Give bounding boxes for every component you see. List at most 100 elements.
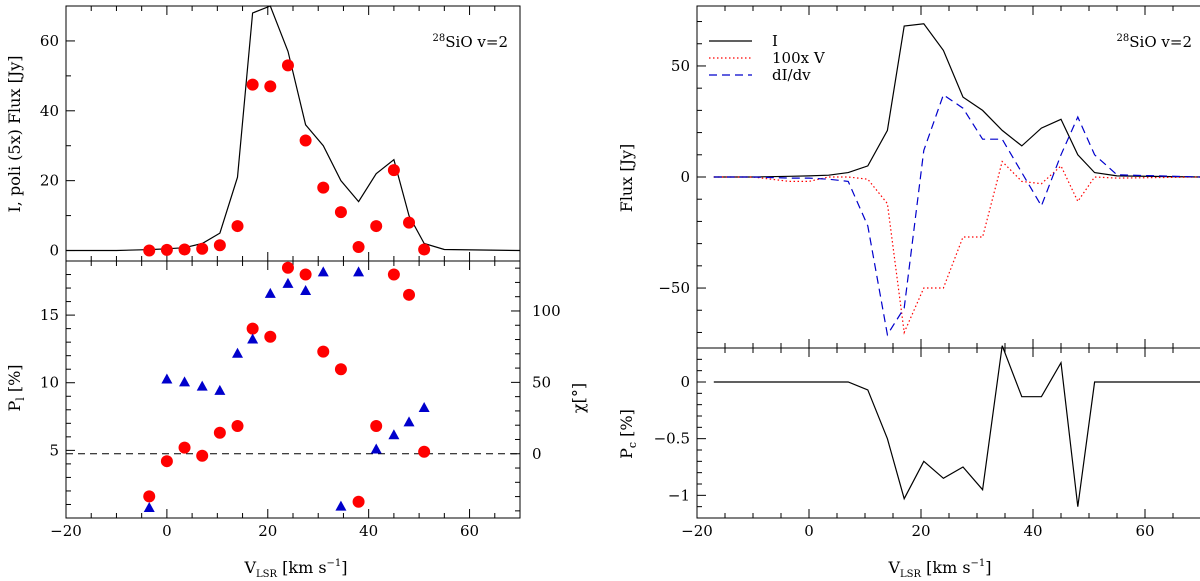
left-bottom-panel: −20 0 20 40 60 5 10 15 0 50 100 Pl [%] χ[°] VLSR [… xyxy=(5,260,588,580)
lb-y2tick-label: 0 xyxy=(532,445,542,463)
lt-ytick-label: 40 xyxy=(40,102,59,120)
rb-ytick-label: 0 xyxy=(680,373,690,391)
rb-ytick-label: −0.5 xyxy=(654,430,690,448)
rt-series-line-2 xyxy=(713,160,1200,335)
lb-xtick-label: 20 xyxy=(258,522,277,540)
lt-ytick-label: 60 xyxy=(40,32,59,50)
lb-pol-fraction-point xyxy=(281,261,294,274)
left-bottom-ylabel: Pl [%] xyxy=(5,364,27,411)
lb-pol-angle-triangle xyxy=(143,502,155,513)
left-top-panel: 0 20 40 60 28SiO v=2 I, poli (5x) Flux [Jy] xyxy=(5,5,521,262)
left-bottom-axes: −20 0 20 40 60 5 10 15 0 50 100 xyxy=(40,260,561,540)
lb-pol-angle-triangle xyxy=(179,376,191,387)
lb-y2tick-label: 50 xyxy=(532,373,551,391)
lt-pol-flux-point xyxy=(317,181,330,194)
right-top-annotation: 28SiO v=2 xyxy=(1117,33,1192,51)
left-top-ylabel: I, poli (5x) Flux [Jy] xyxy=(5,55,24,212)
rb-xtick-label: 60 xyxy=(1135,522,1154,540)
rt-ytick-label: 0 xyxy=(680,168,690,186)
lb-ytick-label: 15 xyxy=(40,306,59,324)
lb-pol-angle-triangle xyxy=(282,277,294,288)
lb-y2tick-label: 100 xyxy=(532,302,561,320)
lt-pol-flux-point xyxy=(213,239,226,252)
lt-ytick-label: 0 xyxy=(49,242,59,260)
rb-ytick-label: −1 xyxy=(668,486,690,504)
legend-label: I xyxy=(772,32,778,50)
lt-pol-flux-point xyxy=(231,220,244,233)
lb-pol-fraction-point xyxy=(264,330,277,343)
right-top-ylabel: Flux [Jy] xyxy=(617,144,636,213)
right-top-axes: −50 0 50 xyxy=(658,6,1174,348)
lb-pol-angle-triangle xyxy=(264,287,276,298)
rb-xtick-label: 0 xyxy=(804,522,814,540)
lb-pol-angle-triangle xyxy=(161,373,173,384)
left-top-annotation: 28SiO v=2 xyxy=(433,33,508,51)
lt-pol-flux-point xyxy=(387,164,400,177)
left-top-data xyxy=(66,5,521,257)
lb-pol-fraction-point xyxy=(387,268,400,281)
lb-pol-fraction-point xyxy=(178,441,191,454)
lb-pol-angle-triangle xyxy=(317,266,329,277)
lt-pol-flux-point xyxy=(403,216,416,229)
rt-ytick-label: 50 xyxy=(671,57,690,75)
lt-pol-flux-point xyxy=(334,206,347,219)
lb-ytick-label: 10 xyxy=(40,374,59,392)
rb-xtick-label: 40 xyxy=(1023,522,1042,540)
lb-pol-fraction-point xyxy=(334,363,347,376)
rb-xtick-label: 20 xyxy=(911,522,930,540)
lb-pol-fraction-point xyxy=(143,490,156,503)
right-bottom-panel: −20 0 20 40 60 0 −0.5 −1 Pc [%] VLSR [km s−1] xyxy=(617,345,1200,580)
right-bottom-ylabel: Pc [%] xyxy=(617,409,639,459)
lt-ytick-label: 20 xyxy=(40,172,59,190)
right-top-data xyxy=(713,23,1200,337)
lb-pol-fraction-point xyxy=(231,420,244,433)
lb-pol-angle-triangle xyxy=(335,500,347,511)
right-bottom-data xyxy=(713,345,1200,507)
lt-pol-flux-point xyxy=(178,243,191,256)
lt-pol-flux-point xyxy=(246,78,259,91)
rt-series-line-1 xyxy=(713,23,1200,178)
lt-pol-flux-point xyxy=(418,243,431,256)
lb-pol-angle-triangle xyxy=(418,402,430,413)
lb-pol-fraction-point xyxy=(160,455,173,468)
legend-label: dI/dv xyxy=(772,66,811,84)
lt-pol-flux-point xyxy=(160,243,173,256)
lb-pol-fraction-point xyxy=(213,426,226,439)
legend-label: 100x V xyxy=(772,49,826,67)
lb-pol-angle-triangle xyxy=(403,416,415,427)
lb-pol-angle-triangle xyxy=(353,266,365,277)
lt-pol-flux-point xyxy=(352,241,365,254)
lb-pol-fraction-point xyxy=(418,445,431,458)
rt-series-line-3 xyxy=(713,93,1200,337)
lb-ytick-label: 5 xyxy=(49,441,59,459)
lt-pol-flux-point xyxy=(370,220,383,233)
left-bottom-frame xyxy=(65,260,521,519)
lb-xtick-label: 0 xyxy=(162,522,172,540)
rt-ytick-label: −50 xyxy=(658,279,690,297)
lt-pol-flux-point xyxy=(281,59,294,72)
lb-pol-fraction-point xyxy=(352,495,365,508)
lb-pol-angle-triangle xyxy=(247,333,259,344)
lt-intensity-line xyxy=(66,5,521,252)
lb-pol-angle-triangle xyxy=(196,380,208,391)
lb-pol-fraction-point xyxy=(299,268,312,281)
lb-pol-fraction-point xyxy=(403,288,416,301)
rb-circular-pol-line xyxy=(713,345,1200,507)
left-top-axes: 0 20 40 60 xyxy=(40,5,521,261)
lb-pol-fraction-point xyxy=(196,449,209,462)
lb-pol-fraction-point xyxy=(246,322,259,335)
rb-xtick-label: −20 xyxy=(681,522,713,540)
left-bottom-xlabel: VLSR [km s−1] xyxy=(243,558,347,580)
right-bottom-axes: −20 0 20 40 60 0 −0.5 −1 xyxy=(654,347,1174,540)
lb-pol-fraction-point xyxy=(370,420,383,433)
lb-xtick-label: 40 xyxy=(359,522,378,540)
lb-pol-angle-triangle xyxy=(214,384,226,395)
lb-xtick-label: −20 xyxy=(50,522,82,540)
right-bottom-frame xyxy=(696,347,1200,519)
lb-pol-angle-triangle xyxy=(232,347,244,358)
lt-pol-flux-point xyxy=(264,80,277,93)
left-bottom-y2label: χ[°] xyxy=(569,383,588,413)
